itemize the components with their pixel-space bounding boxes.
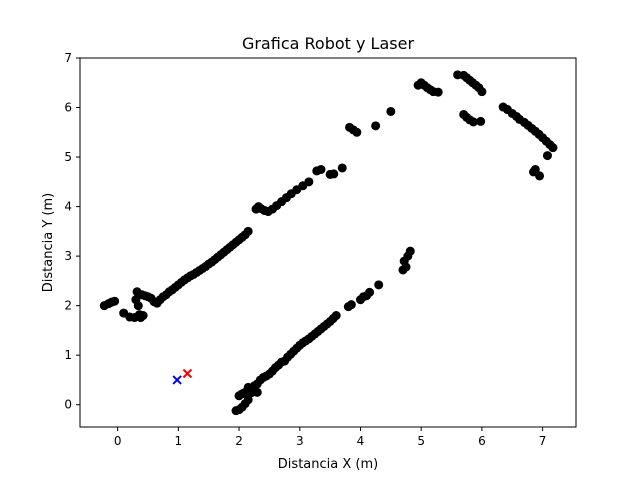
laser-point [304, 177, 314, 187]
plot-area [79, 57, 577, 428]
laser-point [433, 87, 443, 97]
plot-background [80, 58, 576, 427]
laser-point [346, 300, 356, 310]
x-tick-label: 2 [235, 434, 243, 448]
y-tick-label: 1 [64, 348, 72, 362]
laser-point [337, 163, 347, 173]
laser-point [329, 169, 339, 179]
laser-point [535, 171, 545, 181]
laser-point [468, 117, 478, 127]
laser-point [246, 388, 256, 398]
laser-point [548, 143, 558, 153]
laser-point [243, 395, 253, 405]
laser-point [352, 127, 362, 137]
x-tick-label: 5 [417, 434, 425, 448]
y-tick-label: 6 [64, 101, 72, 115]
laser-point [371, 121, 381, 131]
x-axis-label: Distancia X (m) [278, 457, 378, 472]
laser-point [477, 87, 487, 97]
y-tick-label: 0 [64, 398, 72, 412]
laser-point [110, 296, 120, 306]
laser-point [476, 116, 486, 126]
laser-point [133, 301, 143, 311]
laser-point [542, 151, 552, 161]
y-tick-label: 3 [64, 249, 72, 263]
y-axis-ticks: 0 1 2 3 4 5 6 7 [64, 51, 80, 412]
x-axis-ticks: 0 1 2 3 4 5 6 7 [114, 427, 547, 448]
chart-title: Grafica Robot y Laser [242, 34, 414, 53]
x-tick-label: 4 [357, 434, 365, 448]
laser-point [243, 226, 253, 236]
robot-position-marker [172, 375, 182, 385]
laser-point [401, 262, 411, 272]
plot-frame [79, 57, 577, 428]
target-position-marker [182, 368, 193, 379]
x-tick-label: 7 [539, 434, 547, 448]
laser-point [374, 280, 384, 290]
laser-point [365, 287, 375, 297]
x-tick-label: 1 [175, 434, 183, 448]
laser-point [405, 246, 415, 256]
x-tick-label: 6 [478, 434, 486, 448]
y-tick-label: 5 [64, 150, 72, 164]
laser-point [530, 164, 540, 174]
laser-point [386, 106, 396, 116]
laser-point [331, 311, 341, 321]
y-tick-label: 4 [64, 200, 72, 214]
y-axis-label: Distancia Y (m) [41, 193, 56, 292]
data-marks [99, 70, 558, 416]
y-tick-label: 7 [64, 51, 72, 65]
x-tick-label: 3 [296, 434, 304, 448]
y-tick-label: 2 [64, 299, 72, 313]
laser-point [138, 311, 148, 321]
laser-point [316, 164, 326, 174]
x-tick-label: 0 [114, 434, 122, 448]
